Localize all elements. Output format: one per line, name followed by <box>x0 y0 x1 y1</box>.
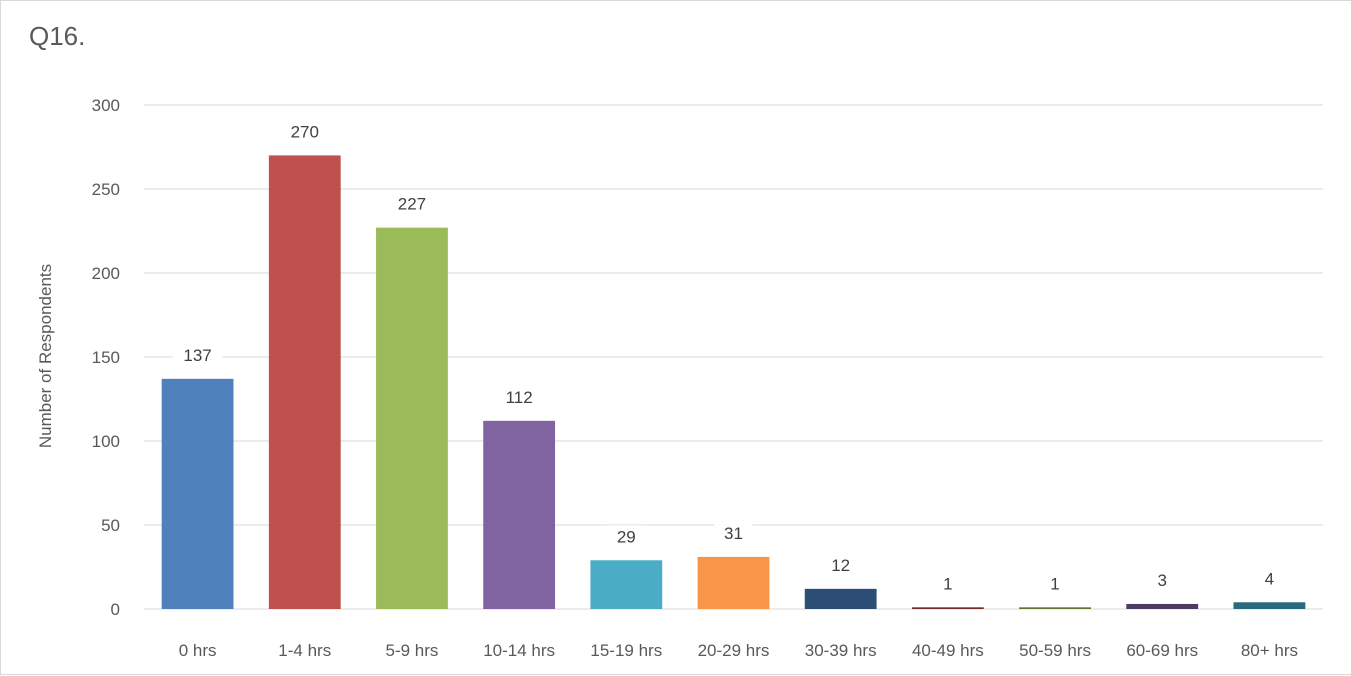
x-tick-label: 15-19 hrs <box>590 641 662 660</box>
y-tick-label: 250 <box>92 180 120 199</box>
data-label-background <box>607 525 646 549</box>
data-label-background <box>1256 567 1283 591</box>
x-tick-label: 80+ hrs <box>1241 641 1298 660</box>
data-labels: 137 270 227 112 29 31 12 1 1 3 4 <box>172 120 1283 596</box>
data-label-background <box>172 343 223 367</box>
bar-30-39-hrs <box>804 588 877 609</box>
data-label-background <box>934 572 961 596</box>
y-axis-title: Number of Respondents <box>36 264 55 448</box>
y-tick-label: 200 <box>92 264 120 283</box>
x-tick-label: 30-39 hrs <box>805 641 877 660</box>
y-tick-label: 150 <box>92 348 120 367</box>
bar-0-hrs <box>161 378 234 609</box>
x-tick-label: 60-69 hrs <box>1126 641 1198 660</box>
bar-60-69-hrs <box>1126 603 1199 609</box>
data-label: 1 <box>1050 574 1059 593</box>
bar-20-29-hrs <box>697 556 770 609</box>
bar-10-14-hrs <box>483 420 556 609</box>
x-tick-label: 40-49 hrs <box>912 641 984 660</box>
data-label-background <box>821 553 860 577</box>
bars <box>161 155 1306 609</box>
x-tick-label: 0 hrs <box>179 641 217 660</box>
y-tick-label: 0 <box>111 600 120 619</box>
x-tick-label: 10-14 hrs <box>483 641 555 660</box>
bar-5-9-hrs <box>376 227 448 609</box>
data-label-background <box>386 192 437 216</box>
data-label: 3 <box>1157 571 1166 590</box>
chart-title: Q16. <box>29 21 86 51</box>
x-tick-label: 5-9 hrs <box>385 641 438 660</box>
data-label: 4 <box>1265 569 1274 588</box>
data-label: 12 <box>831 556 850 575</box>
data-label-background <box>1042 572 1069 596</box>
data-label: 137 <box>183 346 211 365</box>
data-label: 1 <box>943 574 952 593</box>
bar-80-hrs <box>1233 602 1306 609</box>
x-tick-label: 1-4 hrs <box>278 641 331 660</box>
data-label-background <box>494 385 545 409</box>
y-tick-label: 100 <box>92 432 120 451</box>
data-label: 31 <box>724 524 743 543</box>
bar-40-49-hrs <box>911 607 984 609</box>
data-label: 112 <box>506 388 533 407</box>
bar-15-19-hrs <box>590 560 663 609</box>
y-tick-label: 300 <box>92 96 120 115</box>
bar-50-59-hrs <box>1019 607 1091 609</box>
data-label-background <box>279 120 330 144</box>
y-axis-ticks: 0 50 100 150 200 250 300 <box>92 96 120 619</box>
data-label: 227 <box>398 195 426 214</box>
data-label: 29 <box>617 527 636 546</box>
x-axis-ticks: 0 hrs 1-4 hrs 5-9 hrs 10-14 hrs 15-19 hrs 20-… <box>179 641 1298 660</box>
x-tick-label: 20-29 hrs <box>698 641 770 660</box>
x-tick-label: 50-59 hrs <box>1019 641 1091 660</box>
data-label: 270 <box>291 122 319 141</box>
bar-1-4-hrs <box>268 155 341 609</box>
data-label-background <box>714 521 753 545</box>
data-label-background <box>1149 568 1176 592</box>
y-tick-label: 50 <box>101 516 120 535</box>
